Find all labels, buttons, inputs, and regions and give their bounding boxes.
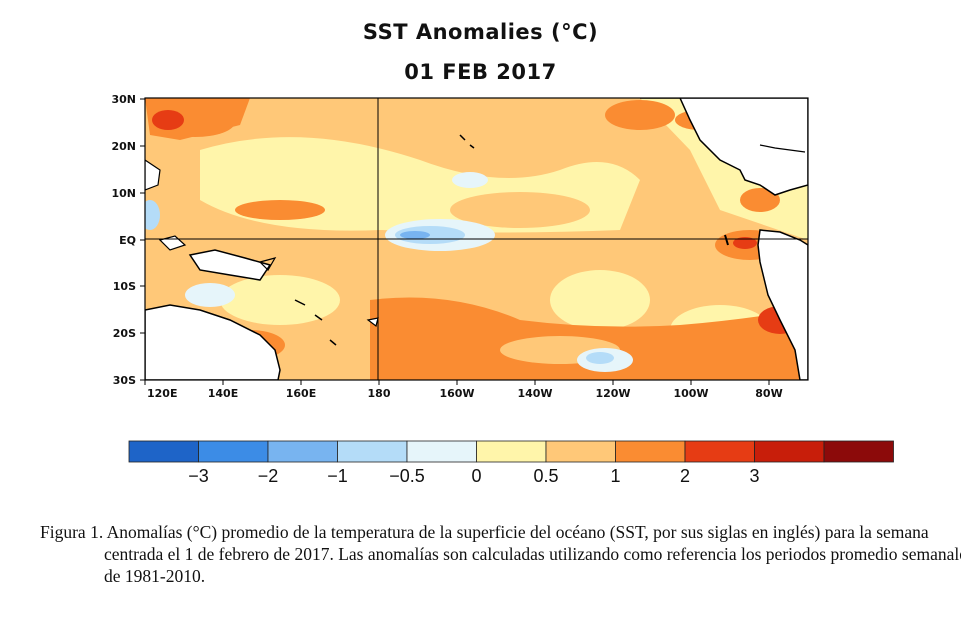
colorbar-tick-label-2: −1 bbox=[327, 466, 348, 486]
anomaly-field bbox=[145, 98, 808, 380]
lon-label-4: 160W bbox=[439, 387, 474, 400]
map-date-subtitle: 01 FEB 2017 bbox=[404, 60, 557, 84]
lon-label-2: 160E bbox=[286, 387, 316, 400]
colorbar-tick-label-4: 0 bbox=[471, 466, 481, 486]
lat-label-2: 10N bbox=[111, 187, 136, 200]
lat-label-5: 20S bbox=[113, 327, 136, 340]
colorbar-box-10 bbox=[823, 440, 894, 463]
lon-label-0: 120E bbox=[147, 387, 177, 400]
lon-label-6: 120W bbox=[595, 387, 630, 400]
colorbar-tick-label-0: −3 bbox=[188, 466, 209, 486]
map-frame bbox=[144, 97, 809, 381]
longitude-axis: 120E 140E 160E 180 160W 140W 120W 100W 80W bbox=[144, 380, 783, 400]
colorbar-tick-label-1: −2 bbox=[258, 466, 279, 486]
colorbar-box-5 bbox=[476, 440, 547, 463]
lon-label-1: 140E bbox=[208, 387, 238, 400]
colorbar-labels: −3 −2 −1 −0.5 0 0.5 1 2 3 bbox=[188, 466, 759, 486]
colorbar-box-7 bbox=[615, 440, 686, 463]
lat-label-3: EQ bbox=[119, 234, 136, 247]
colorbar-tick-label-7: 2 bbox=[680, 466, 690, 486]
lat-label-4: 10S bbox=[113, 280, 136, 293]
figure-caption: Figura 1. Anomalías (°C) promedio de la … bbox=[40, 522, 961, 586]
colorbar-boxes bbox=[128, 440, 894, 463]
map-title: SST Anomalies (°C) bbox=[362, 20, 599, 44]
colorbar-box-9 bbox=[754, 440, 825, 463]
colorbar-box-3 bbox=[337, 440, 408, 463]
lat-label-6: 30S bbox=[113, 374, 136, 387]
colorbar-tick-label-5: 0.5 bbox=[533, 466, 558, 486]
colorbar-box-1 bbox=[198, 440, 269, 463]
colorbar-box-0 bbox=[128, 440, 199, 463]
colorbar-tick-label-3: −0.5 bbox=[389, 466, 425, 486]
colorbar-tick-label-6: 1 bbox=[610, 466, 620, 486]
lon-label-5: 140W bbox=[517, 387, 552, 400]
colorbar-box-8 bbox=[684, 440, 755, 463]
colorbar-box-4 bbox=[406, 440, 477, 463]
colorbar-tick-label-8: 3 bbox=[749, 466, 759, 486]
lon-label-8: 80W bbox=[755, 387, 782, 400]
lon-label-3: 180 bbox=[368, 387, 391, 400]
lon-label-7: 100W bbox=[673, 387, 708, 400]
colorbar-box-6 bbox=[545, 440, 616, 463]
colorbar-box-2 bbox=[267, 440, 338, 463]
latitude-axis: 30N 20N 10N EQ 10S 20S 30S bbox=[111, 93, 145, 387]
lat-label-1: 20N bbox=[111, 140, 136, 153]
lat-label-0: 30N bbox=[111, 93, 136, 106]
